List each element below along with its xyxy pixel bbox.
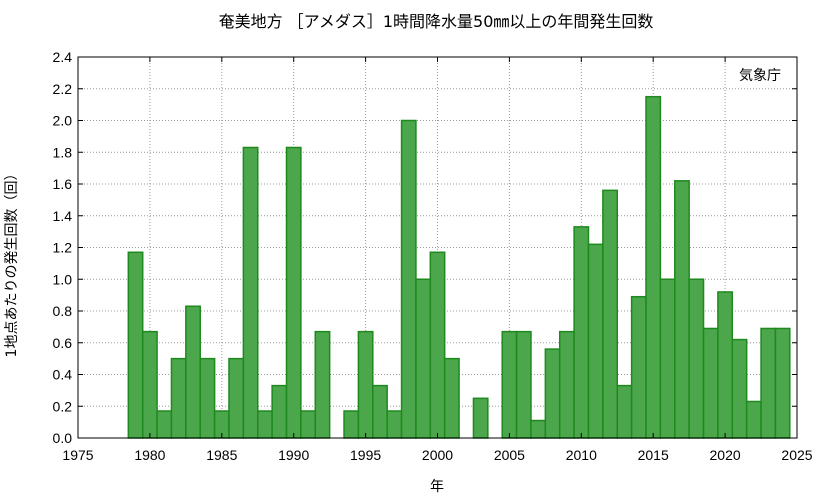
x-tick-label: 1995 xyxy=(350,447,381,463)
x-tick-label: 1980 xyxy=(134,447,165,463)
bar-1981 xyxy=(156,410,173,439)
bar-1980 xyxy=(141,330,158,439)
x-axis-ticks: 1975 1980 1985 1990 1995 2000 2005 2010 2015 2020… xyxy=(62,57,813,463)
bar-2021 xyxy=(731,338,748,439)
y-axis-label: 1地点あたりの発生回数（回） xyxy=(4,167,20,358)
bar-1996 xyxy=(372,384,388,439)
bar-2009 xyxy=(558,330,575,439)
bar-1984 xyxy=(199,357,216,439)
bar-1997 xyxy=(386,410,403,439)
y-tick-label: 0.2 xyxy=(53,398,73,414)
bar-2001 xyxy=(443,357,460,439)
x-tick-label: 2020 xyxy=(710,447,741,463)
y-tick-label: 1.0 xyxy=(53,271,73,287)
bar-2011 xyxy=(587,243,604,439)
y-tick-label: 0.0 xyxy=(53,430,73,446)
y-tick-label: 2.4 xyxy=(53,49,73,65)
bar-1979 xyxy=(127,251,144,439)
bar-1988 xyxy=(257,410,273,439)
y-tick-label: 0.6 xyxy=(53,335,73,351)
x-tick-label: 2025 xyxy=(781,447,812,463)
bar-1989 xyxy=(271,384,288,439)
bar-2008 xyxy=(544,348,561,439)
y-tick-label: 1.4 xyxy=(53,208,73,224)
chart-title: 奄美地方 ［アメダス］1時間降水量50㎜以上の年間発生回数 xyxy=(219,12,654,31)
bar-1994 xyxy=(343,410,360,439)
x-tick-label: 2000 xyxy=(422,447,453,463)
bar-2007 xyxy=(530,419,547,439)
bar-1992 xyxy=(314,330,331,439)
bar-2012 xyxy=(602,189,618,439)
bar-2000 xyxy=(429,251,446,439)
y-tick-label: 2.0 xyxy=(53,113,73,129)
bar-2024 xyxy=(774,327,791,439)
bar-2018 xyxy=(688,278,705,439)
bars-group xyxy=(127,95,791,439)
bar-2010 xyxy=(573,226,590,439)
bar-1983 xyxy=(185,305,201,439)
y-tick-label: 0.8 xyxy=(53,303,73,319)
x-tick-label: 1985 xyxy=(206,447,237,463)
x-tick-label: 1990 xyxy=(278,447,309,463)
y-tick-label: 0.4 xyxy=(53,367,73,383)
bar-2014 xyxy=(630,295,647,439)
bar-2019 xyxy=(702,327,719,439)
bar-1990 xyxy=(285,146,302,439)
y-tick-label: 1.8 xyxy=(53,144,73,160)
bar-2015 xyxy=(645,95,662,439)
bar-2017 xyxy=(674,180,690,439)
bar-1982 xyxy=(170,357,187,439)
bar-2023 xyxy=(760,327,777,439)
source-label: 気象庁 xyxy=(739,68,781,84)
bar-2003 xyxy=(472,397,489,439)
bar-2022 xyxy=(745,400,762,439)
x-tick-label: 1975 xyxy=(62,447,93,463)
x-tick-label: 2005 xyxy=(494,447,525,463)
x-tick-label: 2010 xyxy=(566,447,597,463)
bar-2016 xyxy=(659,278,676,439)
bar-2005 xyxy=(501,330,518,439)
bar-2006 xyxy=(515,330,532,439)
y-tick-label: 1.2 xyxy=(53,240,73,256)
bar-2013 xyxy=(616,384,633,439)
bar-1987 xyxy=(242,146,259,439)
y-tick-label: 1.6 xyxy=(53,176,73,192)
x-tick-label: 2015 xyxy=(638,447,669,463)
y-tick-label: 2.2 xyxy=(53,81,73,97)
bar-1991 xyxy=(300,410,317,439)
bar-1999 xyxy=(415,278,432,439)
bar-1998 xyxy=(400,119,417,439)
y-axis-ticks: 0.0 0.2 0.4 0.6 0.8 1.0 1.2 1.4 1.6 1.8 2.0 2.2 2.4 xyxy=(53,49,797,446)
bar-2020 xyxy=(717,291,734,439)
bar-1986 xyxy=(228,357,245,439)
bar-1995 xyxy=(357,330,374,439)
x-axis-label: 年 xyxy=(430,479,444,495)
